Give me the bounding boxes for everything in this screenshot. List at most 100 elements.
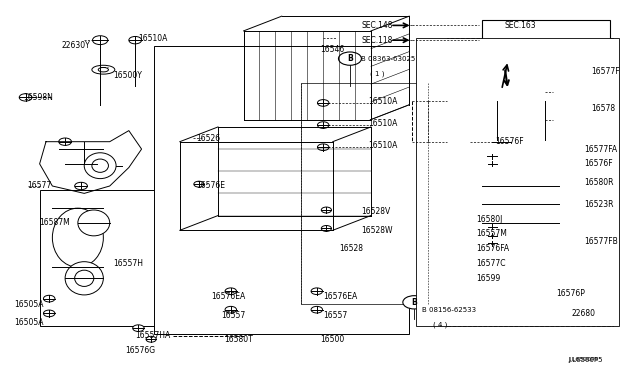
Ellipse shape — [92, 65, 115, 74]
Bar — [154, 46, 409, 334]
Text: 16500: 16500 — [320, 335, 344, 344]
Text: B 08156-62533: B 08156-62533 — [422, 307, 476, 313]
Text: 16576G: 16576G — [125, 346, 156, 355]
Text: 16576F: 16576F — [495, 137, 524, 146]
Ellipse shape — [75, 270, 94, 286]
Circle shape — [488, 233, 497, 238]
Text: 16505A: 16505A — [14, 318, 44, 327]
Bar — [483, 149, 559, 241]
Text: ( 4 ): ( 4 ) — [433, 321, 448, 328]
Circle shape — [75, 182, 88, 190]
Ellipse shape — [497, 131, 545, 138]
Circle shape — [317, 122, 329, 128]
Circle shape — [59, 138, 72, 145]
Circle shape — [129, 36, 141, 44]
Circle shape — [488, 161, 497, 166]
Text: 16576EA: 16576EA — [212, 292, 246, 301]
Text: 16580R: 16580R — [584, 178, 614, 187]
Text: 22680: 22680 — [572, 309, 596, 318]
Circle shape — [540, 286, 578, 308]
Text: SEC.118: SEC.118 — [362, 36, 393, 45]
Text: 16557M: 16557M — [476, 230, 507, 238]
Text: 16598N: 16598N — [24, 93, 54, 102]
Circle shape — [321, 207, 332, 213]
Text: J.L6500P5: J.L6500P5 — [568, 356, 603, 363]
Text: 16510A: 16510A — [368, 119, 397, 128]
Text: 16505A: 16505A — [14, 300, 44, 309]
Text: 16577FA: 16577FA — [584, 145, 618, 154]
Text: B: B — [347, 54, 353, 63]
Text: 16526: 16526 — [196, 134, 220, 142]
Circle shape — [93, 36, 108, 45]
Text: J.L6500P5: J.L6500P5 — [568, 357, 599, 362]
Bar — [483, 20, 610, 68]
Text: 16587M: 16587M — [40, 218, 70, 227]
Text: 16557H: 16557H — [113, 259, 143, 268]
Ellipse shape — [78, 210, 109, 236]
Text: 16580T: 16580T — [225, 335, 253, 344]
Ellipse shape — [84, 153, 116, 179]
Text: 16576F: 16576F — [584, 159, 613, 169]
Text: 16578: 16578 — [591, 104, 615, 113]
Text: 16510A: 16510A — [368, 97, 397, 106]
Bar — [447, 38, 613, 326]
Text: ( 1 ): ( 1 ) — [370, 70, 384, 77]
Circle shape — [403, 296, 426, 309]
Ellipse shape — [497, 111, 545, 118]
Circle shape — [487, 154, 497, 160]
Text: 16576FA: 16576FA — [476, 244, 509, 253]
Text: 16577: 16577 — [27, 182, 51, 190]
Text: 16523R: 16523R — [584, 200, 614, 209]
Circle shape — [529, 279, 589, 314]
Text: 16546: 16546 — [320, 45, 344, 54]
Text: 16577F: 16577F — [591, 67, 620, 76]
Text: B: B — [412, 298, 417, 307]
Ellipse shape — [497, 98, 545, 105]
Text: 16599: 16599 — [476, 274, 500, 283]
Circle shape — [44, 295, 55, 302]
Ellipse shape — [497, 105, 545, 111]
Circle shape — [525, 194, 548, 208]
Ellipse shape — [52, 208, 103, 267]
Circle shape — [146, 336, 156, 342]
Text: SEC.148: SEC.148 — [362, 21, 393, 30]
Circle shape — [194, 181, 204, 187]
Circle shape — [317, 100, 329, 106]
Circle shape — [132, 325, 144, 331]
Circle shape — [339, 52, 362, 65]
Circle shape — [321, 225, 332, 231]
Ellipse shape — [92, 159, 108, 172]
Text: 16557HA: 16557HA — [135, 331, 170, 340]
Text: 16577C: 16577C — [476, 259, 506, 268]
Circle shape — [311, 307, 323, 313]
Text: 16580J: 16580J — [476, 215, 502, 224]
Ellipse shape — [497, 89, 545, 99]
Circle shape — [488, 224, 497, 229]
Bar — [415, 38, 620, 326]
Circle shape — [551, 292, 566, 301]
Text: 16510A: 16510A — [368, 141, 397, 150]
Ellipse shape — [497, 124, 545, 131]
Circle shape — [311, 288, 323, 295]
Ellipse shape — [497, 118, 545, 124]
Circle shape — [44, 310, 55, 317]
Text: 16528V: 16528V — [362, 207, 390, 217]
Text: 16576P: 16576P — [556, 289, 585, 298]
Text: 16576E: 16576E — [196, 182, 225, 190]
Bar — [40, 190, 167, 326]
Text: 16528: 16528 — [339, 244, 363, 253]
Ellipse shape — [65, 262, 103, 295]
Circle shape — [488, 241, 497, 246]
Circle shape — [495, 177, 578, 225]
Bar — [301, 83, 428, 304]
Circle shape — [225, 288, 237, 295]
Text: 16510A: 16510A — [138, 34, 168, 43]
Ellipse shape — [99, 67, 108, 72]
Text: 16528W: 16528W — [362, 226, 393, 235]
Text: 16500Y: 16500Y — [113, 71, 142, 80]
Text: 16557: 16557 — [221, 311, 246, 320]
Text: 16557: 16557 — [323, 311, 348, 320]
Text: SEC.163: SEC.163 — [505, 21, 536, 30]
Circle shape — [19, 94, 32, 101]
Text: 16577FB: 16577FB — [584, 237, 618, 246]
